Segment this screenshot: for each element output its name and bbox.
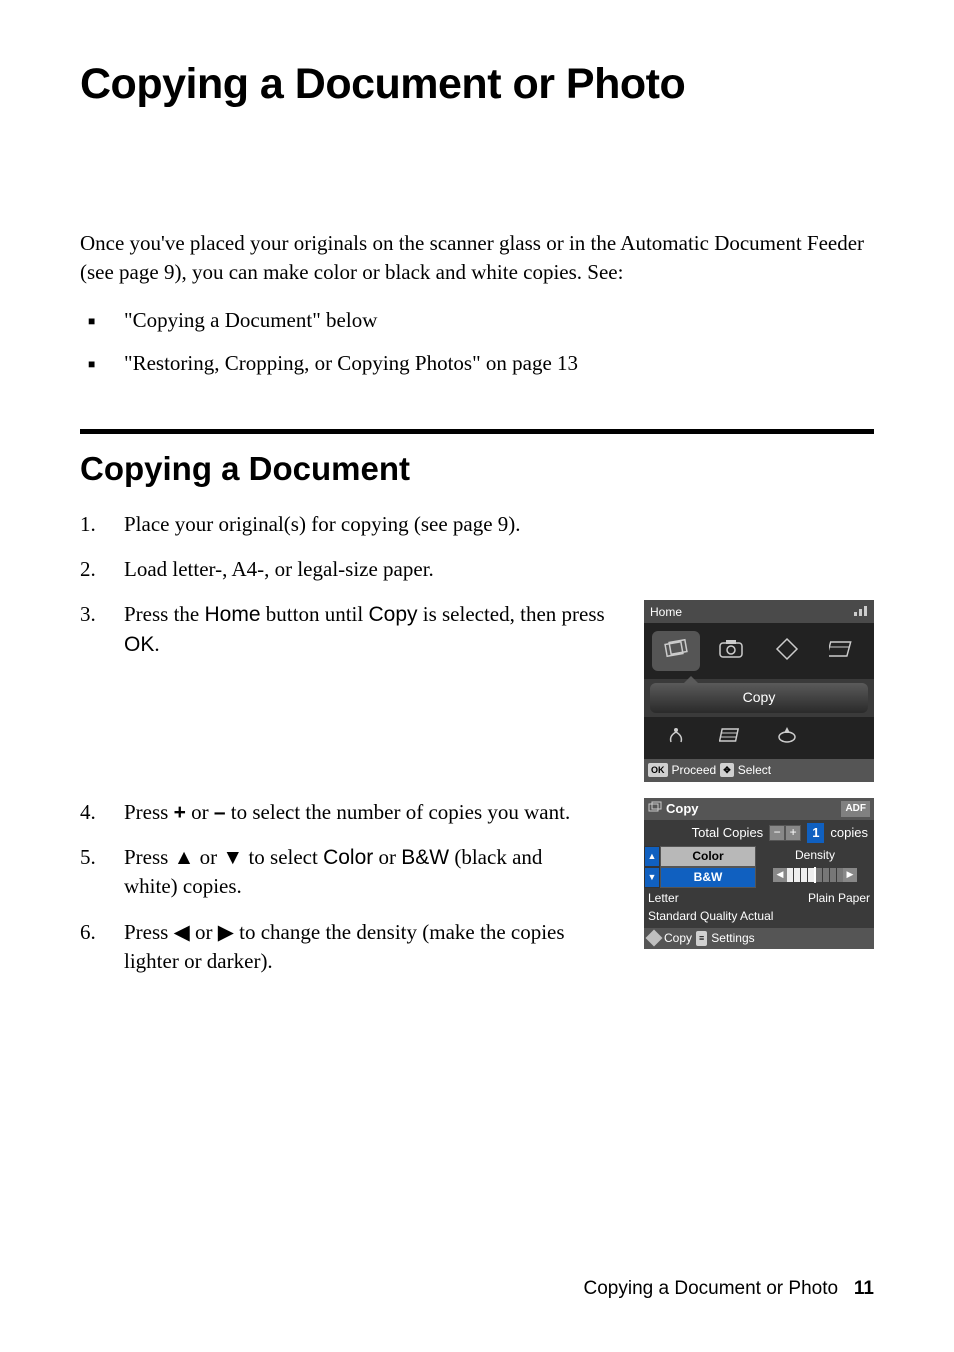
- adf-badge: ADF: [841, 801, 870, 817]
- minus-symbol: –: [214, 801, 226, 824]
- right-arrow-symbol: ▶: [218, 921, 234, 944]
- left-arrow-symbol: ◀: [174, 921, 190, 944]
- step-3-text: button until: [261, 602, 369, 626]
- ok-key-icon: OK: [648, 763, 668, 778]
- proceed-label: Proceed: [672, 762, 717, 779]
- photo-icon: [718, 637, 744, 666]
- select-label: Select: [738, 762, 771, 779]
- bw-option: B&W: [660, 867, 756, 888]
- maintenance-icon: [776, 725, 798, 750]
- step-6-text: or: [190, 920, 218, 944]
- menu-key-icon: ≡: [696, 931, 707, 946]
- density-label: Density: [756, 846, 874, 865]
- home-screen-illustration: Home Copy: [644, 600, 874, 781]
- dpad-key-icon: ✥: [720, 763, 734, 778]
- bullet-list: "Copying a Document" below "Restoring, C…: [80, 306, 874, 379]
- color-option: Color: [660, 846, 756, 867]
- copy-label: Copy: [368, 603, 417, 626]
- home-title: Home: [650, 604, 682, 621]
- step-5-text: or: [194, 845, 222, 869]
- scan-icon: [829, 637, 855, 666]
- step-1: Place your original(s) for copying (see …: [80, 510, 874, 539]
- paper-size: Letter: [648, 890, 679, 907]
- print-icon: [719, 725, 743, 750]
- step-4: Press + or – to select the number of cop…: [80, 798, 874, 977]
- up-arrow-icon: ▲: [644, 846, 660, 867]
- step-3-text: Press the: [124, 602, 205, 626]
- mode-label: Copy: [743, 689, 776, 705]
- step-4-text: to select the number of copies you want.: [226, 800, 571, 824]
- page-title: Copying a Document or Photo: [80, 60, 874, 109]
- bullet-item: "Copying a Document" below: [80, 306, 874, 335]
- step-4-text: Press: [124, 800, 174, 824]
- density-left-icon: ◀: [773, 868, 787, 882]
- total-copies-label: Total Copies: [692, 824, 764, 842]
- step-5-text: to select: [243, 845, 323, 869]
- copy-icon: [662, 635, 690, 668]
- ok-label: OK: [124, 633, 154, 656]
- page-number: 11: [854, 1278, 874, 1299]
- footer-settings-label: Settings: [711, 930, 754, 947]
- copy-icon: [648, 800, 662, 818]
- section-rule: [80, 429, 874, 434]
- home-label: Home: [205, 603, 261, 626]
- density-right-icon: ▶: [843, 868, 857, 882]
- step-2: Load letter-, A4-, or legal-size paper.: [80, 555, 874, 584]
- page-footer: Copying a Document or Photo 11: [584, 1278, 874, 1300]
- plus-button: +: [785, 825, 801, 841]
- step-5-text: Press: [124, 845, 174, 869]
- up-arrow-symbol: ▲: [174, 846, 195, 869]
- copy-screen-title: Copy: [666, 800, 699, 818]
- step-3-text: is selected, then press: [418, 602, 605, 626]
- quality-info: Standard Quality Actual: [644, 908, 874, 928]
- paper-type: Plain Paper: [808, 890, 870, 907]
- bw-label: B&W: [401, 846, 449, 869]
- fax-icon: [775, 637, 799, 666]
- step-3-text: .: [154, 632, 159, 656]
- step-4-text: or: [186, 800, 214, 824]
- step-5-text: or: [373, 845, 401, 869]
- minus-button: −: [769, 825, 785, 841]
- copy-screen-illustration: Copy ADF Total Copies − + 1 copies ▲: [644, 798, 874, 949]
- plus-symbol: +: [174, 801, 186, 824]
- footer-copy-label: Copy: [664, 930, 692, 947]
- section-heading: Copying a Document: [80, 450, 874, 488]
- signal-icon: [854, 604, 868, 621]
- step-3: Press the Home button until Copy is sele…: [80, 600, 874, 781]
- copies-value: 1: [807, 823, 824, 843]
- color-label: Color: [323, 846, 373, 869]
- footer-text: Copying a Document or Photo: [584, 1278, 839, 1299]
- intro-text: Once you've placed your originals on the…: [80, 229, 874, 288]
- start-icon: [646, 930, 663, 947]
- bullet-item: "Restoring, Cropping, or Copying Photos"…: [80, 349, 874, 378]
- copies-unit: copies: [830, 824, 868, 842]
- setup-icon: [665, 724, 687, 751]
- down-arrow-symbol: ▼: [222, 846, 243, 869]
- down-arrow-icon: ▼: [644, 867, 660, 888]
- steps-list: Place your original(s) for copying (see …: [80, 510, 874, 977]
- step-6-text: Press: [124, 920, 174, 944]
